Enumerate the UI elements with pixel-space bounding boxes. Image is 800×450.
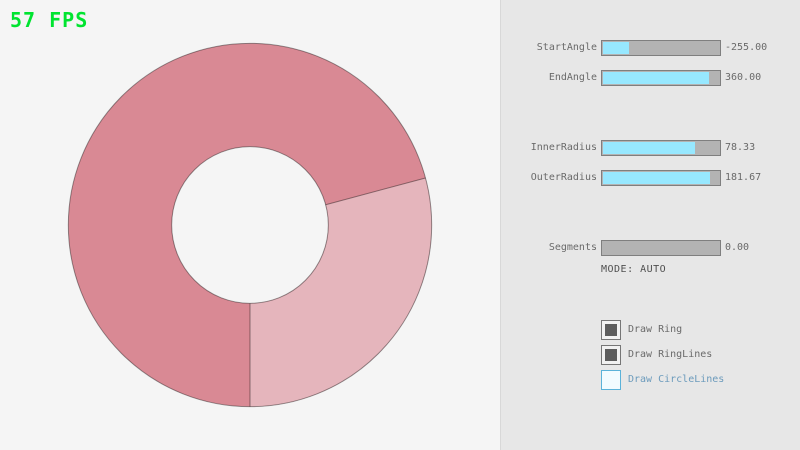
end-angle-slider[interactable] [601, 70, 721, 86]
inner-radius-slider[interactable] [601, 140, 721, 156]
slider-fill [603, 72, 710, 84]
checkbox-row: Draw Ring [501, 320, 800, 340]
slider-value: 360.00 [725, 72, 762, 83]
slider-label: StartAngle [536, 42, 597, 53]
slider-label: EndAngle [548, 72, 597, 83]
slider-fill [603, 42, 629, 54]
controls-panel: StartAngle -255.00 EndAngle 360.00 Inner… [500, 0, 800, 450]
checkbox-label: Draw Ring [628, 324, 683, 335]
slider-value: 0.00 [725, 242, 750, 253]
slider-label: Segments [548, 242, 597, 253]
slider-row: StartAngle -255.00 [501, 40, 800, 56]
segments-slider[interactable] [601, 240, 721, 256]
checkbox-label: Draw CircleLines [628, 374, 725, 385]
slider-label: OuterRadius [530, 172, 597, 183]
slider-value: 78.33 [725, 142, 756, 153]
checkbox-row: Draw RingLines [501, 345, 800, 365]
slider-value: -255.00 [725, 42, 768, 53]
outer-radius-slider[interactable] [601, 170, 721, 186]
mode-label: MODE: AUTO [601, 264, 667, 275]
slider-fill [603, 172, 711, 184]
draw-ring-checkbox[interactable] [601, 320, 621, 340]
checkbox-row: Draw CircleLines [501, 370, 800, 390]
slider-label: InnerRadius [530, 142, 597, 153]
slider-row: Segments 0.00 [501, 240, 800, 256]
draw-circlelines-checkbox[interactable] [601, 370, 621, 390]
fps-counter: 57 FPS [10, 8, 89, 32]
slider-fill [603, 142, 696, 154]
slider-row: InnerRadius 78.33 [501, 140, 800, 156]
slider-value: 181.67 [725, 172, 762, 183]
checkbox-label: Draw RingLines [628, 349, 713, 360]
slider-row: OuterRadius 181.67 [501, 170, 800, 186]
draw-ringlines-checkbox[interactable] [601, 345, 621, 365]
ring-chart [67, 42, 433, 408]
start-angle-slider[interactable] [601, 40, 721, 56]
slider-row: EndAngle 360.00 [501, 70, 800, 86]
